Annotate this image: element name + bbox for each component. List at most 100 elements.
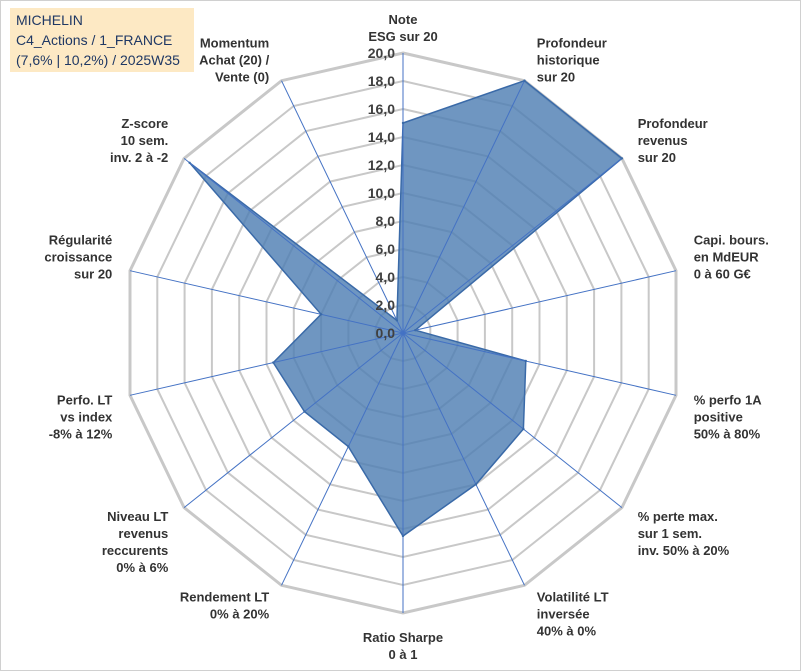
axis-spoke [183,332,404,508]
category-label-line: croissance [44,250,112,265]
data-point [401,534,405,538]
category-label-line: Profondeur [537,36,607,51]
axis-spoke [281,332,404,586]
category-label-line: 0 à 60 G€ [694,267,751,282]
tick-label: 2,0 [376,297,396,313]
category-label-line: sur 20 [537,70,575,85]
category-label: Perfo. LT vs index -8% à 12% [49,393,113,442]
tick-label: 10,0 [368,185,395,201]
category-label-line: 0% à 20% [210,606,270,621]
category-label-line: Capi. bours. [694,233,769,248]
category-label-line: Perfo. LT [57,393,112,408]
category-label: Rendement LT 0% à 20% [180,589,270,621]
category-label-line: Profondeur [638,116,708,131]
data-point [474,483,478,486]
category-label: Régularité croissance sur 20 [44,233,112,282]
axis-spoke [402,332,623,508]
category-label-line: 40% à 0% [537,623,597,638]
axis-spoke [402,332,677,396]
category-label: Niveau LT revenus reccurents 0% à 6% [102,509,169,575]
axis-spoke [129,332,404,396]
axis-spoke [402,80,525,334]
category-label-line: historique [537,53,600,68]
category-labels: Note ESG sur 20 Profondeur historique sur 20… [44,12,768,662]
category-label-line: Momentum [200,36,269,51]
category-label-line: Rendement LT [180,589,269,604]
axis-spoke [183,158,404,334]
category-label-line: Niveau LT [107,509,168,524]
tick-label: 14,0 [368,129,395,145]
category-label-line: vs index [60,410,113,425]
category-label-line: en MdEUR [694,250,760,265]
category-label-line: 10 sem. [121,133,169,148]
tick-label: 8,0 [376,213,396,229]
category-label: % perfo 1A positive 50% à 80% [694,393,763,442]
data-point [188,161,191,164]
category-label-line: ESG sur 20 [368,29,437,44]
category-label-line: Volatilité LT [537,589,609,604]
category-label: Capi. bours. en MdEUR 0 à 60 G€ [694,233,769,282]
tick-label: 12,0 [368,157,395,173]
category-label-line: -8% à 12% [49,427,113,442]
category-label-line: revenus [118,526,168,541]
data-point [272,361,275,364]
category-label-line: positive [694,410,743,425]
tick-label: 4,0 [376,269,396,285]
data-point [319,313,323,316]
category-label-line: Note [389,12,418,27]
category-label-line: Z-score [121,116,168,131]
tick-label: 18,0 [368,73,395,89]
data-point [414,329,417,332]
axis-spoke [281,80,404,334]
title-period: (7,6% | 10,2%) / 2025W35 [16,52,180,68]
axis-spoke [402,270,677,334]
category-label: Volatilité LT inversée 40% à 0% [537,589,609,638]
category-label-line: 0 à 1 [389,647,418,662]
data-point [401,121,405,125]
chart-title-box: MICHELIN C4_Actions / 1_FRANCE (7,6% | 1… [10,8,194,72]
category-label-line: Ratio Sharpe [363,630,443,645]
radial-ticks: 0,0 2,0 4,0 6,0 8,0 10,0 12,0 14,0 16,0 18,0 20,0 [368,45,395,341]
axis-spoke [402,158,623,334]
category-label-line: % perte max. [638,509,718,524]
category-label-line: reccurents [102,543,168,558]
category-label-line: 0% à 6% [116,560,168,575]
data-point [395,319,399,322]
category-label-line: inv. 50% à 20% [638,543,730,558]
data-point [524,359,527,363]
category-label: Profondeur historique sur 20 [537,36,607,85]
category-label: % perte max. sur 1 sem. inv. 50% à 20% [638,509,730,558]
data-point [523,79,526,82]
category-label: Profondeur revenus sur 20 [638,116,708,165]
data-point [347,445,350,448]
category-label-line: sur 20 [638,150,676,165]
data-point [522,427,525,431]
category-label-line: sur 20 [74,267,112,282]
tick-label: 16,0 [368,101,395,117]
title-category: C4_Actions / 1_FRANCE [16,32,173,48]
category-label-line: inversée [537,606,590,621]
category-label-line: revenus [638,133,688,148]
data-point [303,410,306,413]
axis-spoke [129,270,404,334]
tick-label: 20,0 [368,45,395,61]
category-label-line: Vente (0) [215,70,269,85]
axis-spoke [402,332,525,586]
category-label: Momentum Achat (20) / Vente (0) [199,36,269,85]
tick-label: 6,0 [376,241,396,257]
category-label-line: sur 1 sem. [638,526,702,541]
category-label: Note ESG sur 20 [368,12,437,44]
category-label-line: 50% à 80% [694,427,761,442]
category-label-line: % perfo 1A [694,393,763,408]
series-area [189,79,624,538]
tick-label: 0,0 [376,325,396,341]
category-label-line: inv. 2 à -2 [110,150,168,165]
spokes [129,53,677,613]
data-points [188,79,624,538]
category-label-line: Achat (20) / [199,53,269,68]
title-company: MICHELIN [16,12,83,28]
data-point [620,157,624,160]
category-label-line: Régularité [49,233,113,248]
category-label: Z-score 10 sem. inv. 2 à -2 [110,116,168,165]
